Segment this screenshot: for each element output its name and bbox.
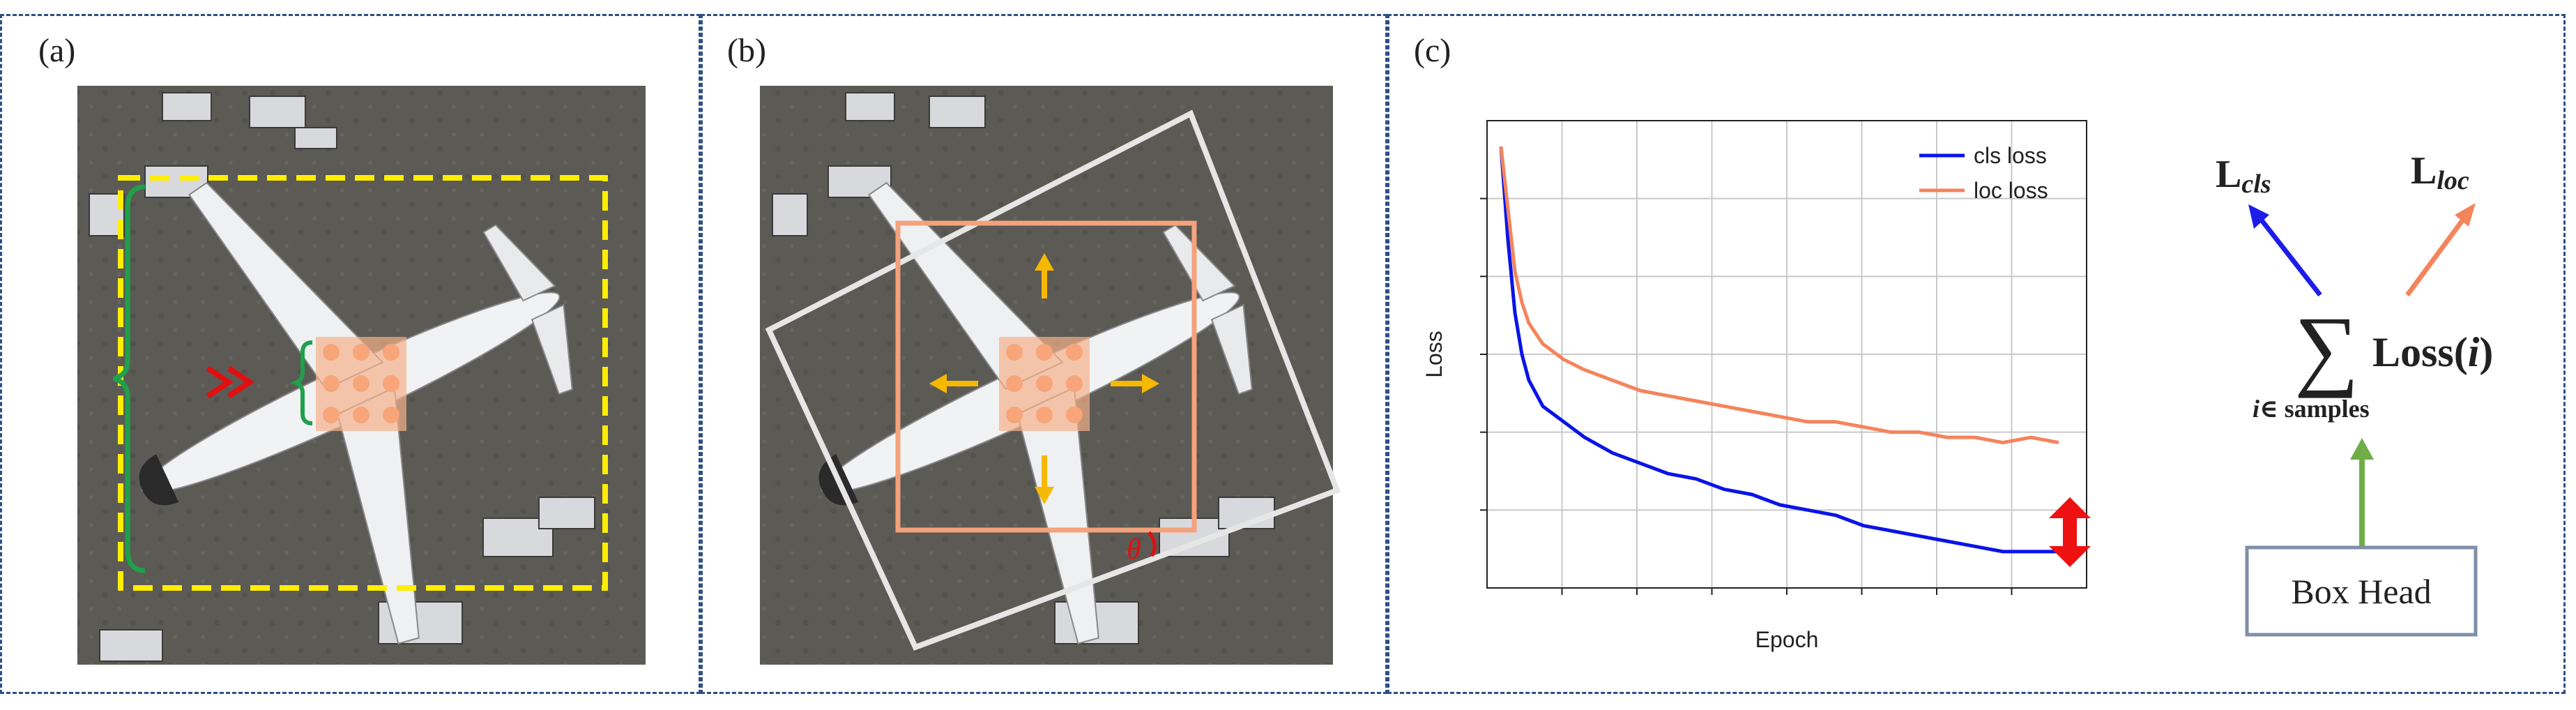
loss-chart: Loss Epoch cls loss loc loss Lcls Lloc ∑… — [1422, 120, 2493, 652]
head-arrowhead — [2350, 438, 2374, 460]
cls-arrow — [2255, 213, 2322, 297]
chart-legend: cls loss loc loss — [1919, 143, 2048, 203]
sample-point-grid-a — [316, 337, 406, 431]
loc-arrowhead — [2455, 203, 2476, 227]
l-loc-label: Lloc — [2411, 149, 2469, 195]
box-head-label: Box Head — [2291, 572, 2431, 611]
legend-label-cls: cls loss — [1974, 143, 2047, 168]
panel-c-label: (c) — [1414, 32, 1451, 69]
panel-a-label: (a) — [38, 32, 76, 69]
angle-arc — [1147, 531, 1157, 557]
box-head — [2245, 545, 2478, 637]
loss-i-label: Loss(i) — [2372, 329, 2493, 375]
buildings-a — [89, 92, 595, 662]
chart-frame — [1486, 120, 2087, 589]
expansion-arrows — [929, 253, 1159, 504]
panel-b-label: (b) — [727, 32, 766, 69]
panel-b: (b) — [701, 14, 1387, 694]
sum-subscript: i∈ samples — [2253, 395, 2370, 423]
cls-arrowhead — [2248, 204, 2269, 229]
green-brace-large — [112, 184, 146, 573]
red-chevrons — [206, 365, 255, 399]
sum-symbol: ∑ — [2294, 299, 2359, 399]
series-line-loc-loss — [1499, 146, 2059, 445]
panel-a: (a) — [0, 14, 701, 694]
panel-a-figure — [77, 86, 646, 665]
legend-label-loc: loc loss — [1974, 178, 2048, 203]
orange-box — [895, 220, 1197, 533]
series-line-cls-loss — [1499, 146, 2059, 554]
green-brace-small — [289, 340, 313, 425]
y-axis-label: Loss — [1422, 331, 1447, 378]
chart-series — [1499, 146, 2059, 554]
loss-diagram: Lcls Lloc ∑ i∈ samples Loss(i) Box Head — [2216, 149, 2493, 637]
panel-b-figure: θ — [760, 86, 1341, 665]
x-axis-label: Epoch — [1755, 627, 1819, 652]
rotated-box — [765, 109, 1341, 651]
panel-c: (c) Loss Epoch cls loss loc loss Lcls Ll… — [1387, 14, 2566, 694]
loc-arrow — [2405, 213, 2469, 297]
l-cls-label: Lcls — [2216, 153, 2271, 199]
angle-theta: θ — [1127, 534, 1141, 566]
chart-grid — [1480, 121, 2087, 595]
sample-point-grid-b — [999, 337, 1090, 431]
gap-double-arrow — [2049, 497, 2091, 567]
